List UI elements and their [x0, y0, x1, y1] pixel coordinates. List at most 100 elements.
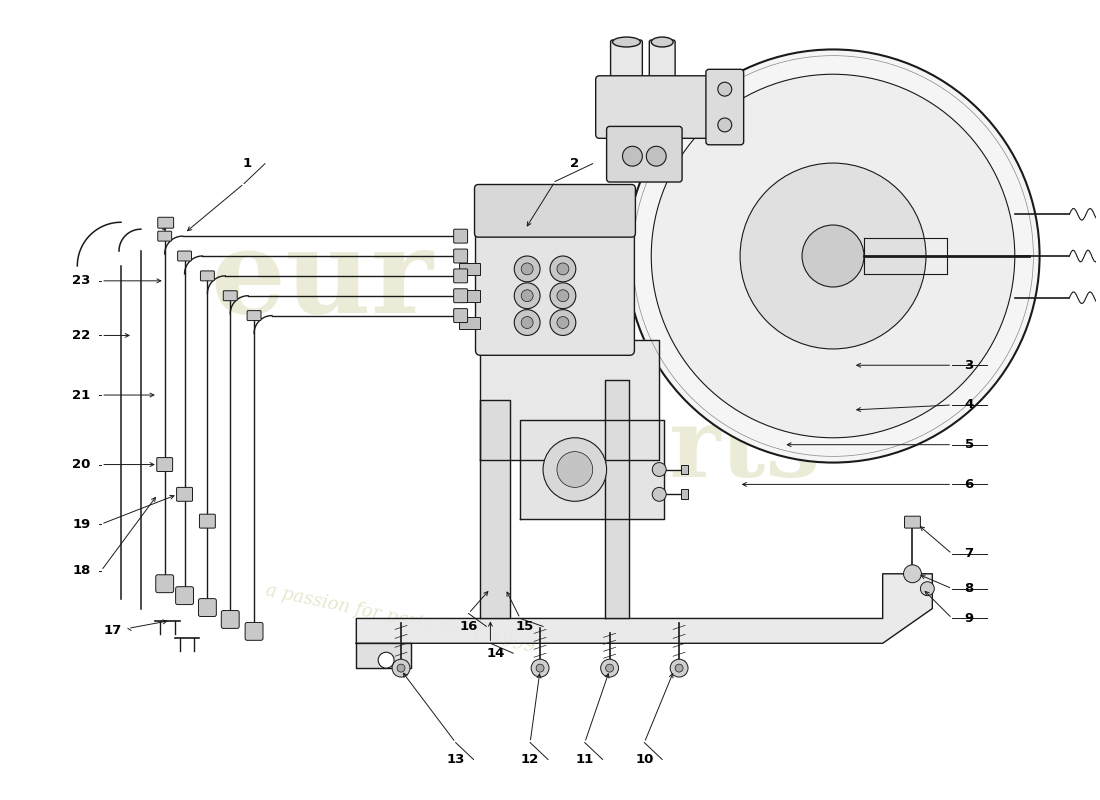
Circle shape	[550, 310, 575, 335]
Circle shape	[557, 317, 569, 329]
Text: 2: 2	[570, 157, 580, 170]
Circle shape	[675, 664, 683, 672]
Text: 17: 17	[103, 624, 122, 637]
Text: 1: 1	[243, 157, 252, 170]
Circle shape	[515, 310, 540, 335]
Circle shape	[531, 659, 549, 677]
FancyBboxPatch shape	[453, 229, 468, 243]
Text: 22: 22	[73, 329, 90, 342]
Polygon shape	[481, 341, 659, 459]
Text: 7: 7	[965, 547, 974, 561]
FancyBboxPatch shape	[649, 40, 675, 82]
FancyBboxPatch shape	[248, 310, 261, 321]
Circle shape	[601, 659, 618, 677]
Text: 12: 12	[521, 753, 539, 766]
FancyBboxPatch shape	[453, 289, 468, 302]
Circle shape	[606, 664, 614, 672]
FancyBboxPatch shape	[245, 622, 263, 640]
FancyBboxPatch shape	[177, 487, 192, 502]
Text: 21: 21	[73, 389, 90, 402]
FancyBboxPatch shape	[610, 40, 642, 82]
Text: 3: 3	[965, 358, 974, 372]
Circle shape	[515, 256, 540, 282]
Text: 19: 19	[73, 518, 90, 530]
Polygon shape	[481, 400, 510, 618]
Circle shape	[718, 82, 732, 96]
Polygon shape	[605, 380, 629, 618]
FancyBboxPatch shape	[221, 610, 239, 629]
Circle shape	[652, 462, 667, 477]
FancyBboxPatch shape	[157, 458, 173, 471]
Circle shape	[536, 664, 544, 672]
Circle shape	[557, 263, 569, 275]
FancyBboxPatch shape	[156, 574, 174, 593]
Circle shape	[521, 290, 534, 302]
Polygon shape	[356, 574, 933, 643]
Circle shape	[627, 50, 1040, 462]
FancyBboxPatch shape	[200, 271, 214, 281]
FancyBboxPatch shape	[199, 514, 216, 528]
Circle shape	[647, 146, 667, 166]
FancyBboxPatch shape	[459, 263, 481, 275]
Text: 10: 10	[635, 753, 653, 766]
Circle shape	[543, 438, 606, 502]
Circle shape	[378, 652, 394, 668]
Ellipse shape	[613, 37, 640, 47]
Circle shape	[651, 74, 1015, 438]
FancyBboxPatch shape	[706, 70, 744, 145]
Circle shape	[670, 659, 688, 677]
Bar	[681, 465, 688, 474]
Polygon shape	[356, 643, 411, 668]
FancyBboxPatch shape	[177, 251, 191, 261]
Text: 9: 9	[965, 612, 974, 625]
Text: a passion for parts since 1999: a passion for parts since 1999	[264, 581, 538, 656]
Text: 23: 23	[73, 274, 90, 287]
Circle shape	[392, 659, 410, 677]
Circle shape	[521, 263, 534, 275]
Circle shape	[718, 118, 732, 132]
Text: o: o	[506, 316, 594, 445]
Text: 14: 14	[486, 646, 505, 660]
FancyBboxPatch shape	[453, 269, 468, 283]
FancyBboxPatch shape	[475, 226, 635, 355]
FancyBboxPatch shape	[606, 126, 682, 182]
Text: eur: eur	[210, 223, 433, 338]
Text: Parts: Parts	[537, 402, 822, 497]
Text: 6: 6	[965, 478, 974, 491]
FancyBboxPatch shape	[459, 317, 481, 329]
Circle shape	[903, 565, 922, 582]
Circle shape	[802, 225, 864, 287]
Circle shape	[557, 290, 569, 302]
Circle shape	[397, 664, 405, 672]
Bar	[681, 490, 688, 499]
Circle shape	[550, 256, 575, 282]
Circle shape	[921, 582, 934, 596]
Text: 11: 11	[575, 753, 594, 766]
Ellipse shape	[651, 37, 673, 47]
FancyBboxPatch shape	[596, 76, 713, 138]
Circle shape	[515, 283, 540, 309]
Text: 5: 5	[965, 438, 974, 451]
Polygon shape	[520, 420, 664, 519]
Text: 16: 16	[460, 620, 477, 633]
FancyBboxPatch shape	[453, 309, 468, 322]
Circle shape	[652, 487, 667, 502]
Text: 15: 15	[516, 620, 535, 633]
Circle shape	[550, 283, 575, 309]
Circle shape	[623, 146, 642, 166]
Text: 13: 13	[447, 753, 465, 766]
Text: 18: 18	[73, 564, 90, 578]
FancyBboxPatch shape	[453, 249, 468, 263]
FancyBboxPatch shape	[176, 586, 194, 605]
Circle shape	[557, 452, 593, 487]
FancyBboxPatch shape	[459, 290, 481, 302]
Text: 8: 8	[965, 582, 974, 595]
FancyBboxPatch shape	[157, 218, 174, 228]
FancyBboxPatch shape	[904, 516, 921, 528]
FancyBboxPatch shape	[198, 598, 217, 617]
FancyBboxPatch shape	[474, 185, 636, 237]
Circle shape	[740, 163, 926, 349]
Circle shape	[521, 317, 534, 329]
FancyBboxPatch shape	[223, 290, 238, 301]
FancyBboxPatch shape	[157, 231, 172, 241]
